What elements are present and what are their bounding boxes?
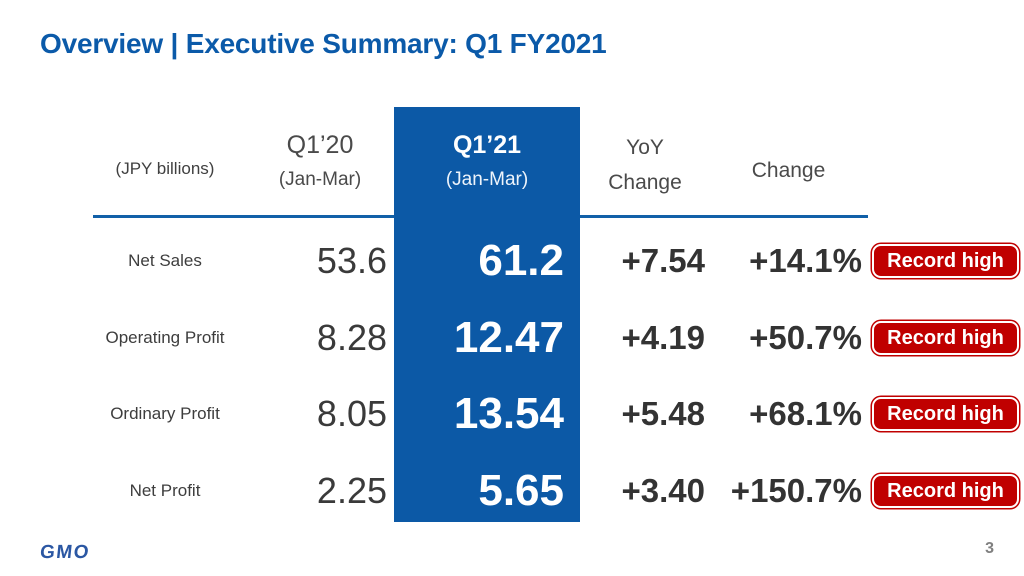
- yoy-header-line1: YoY: [626, 136, 664, 159]
- column-header-prior-quarter: Q1’20 (Jan-Mar): [240, 131, 400, 191]
- table-row: Net Profit 2.25 5.65 +3.40 +150.7% Recor…: [0, 452, 1024, 529]
- pct-change-value: +68.1%: [749, 394, 862, 432]
- yoy-change-value: +7.54: [621, 241, 706, 279]
- page-number: 3: [985, 540, 994, 557]
- row-label: Net Sales: [128, 250, 202, 270]
- page-title: Overview | Executive Summary: Q1 FY2021: [40, 28, 607, 59]
- record-high-badge: Record high: [872, 320, 1019, 355]
- yoy-change-value: +3.40: [621, 471, 706, 509]
- prior-quarter-subtitle: (Jan-Mar): [278, 169, 362, 190]
- prior-value: 2.25: [316, 469, 387, 511]
- table-row: Net Sales 53.6 61.2 +7.54 +14.1% Record …: [0, 222, 1024, 299]
- row-label: Ordinary Profit: [110, 403, 220, 423]
- column-header-current-quarter: Q1’21 (Jan-Mar): [394, 131, 580, 191]
- pct-change-value: +14.1%: [749, 241, 862, 279]
- prior-value: 8.28: [316, 316, 387, 358]
- record-high-badge-wrap: Record high: [872, 375, 1019, 452]
- prior-value: 53.6: [316, 239, 387, 281]
- record-high-badge: Record high: [872, 396, 1019, 431]
- row-label: Net Profit: [129, 480, 201, 500]
- record-high-badge-wrap: Record high: [872, 299, 1019, 376]
- record-high-badge-wrap: Record high: [872, 452, 1019, 529]
- current-quarter-subtitle: (Jan-Mar): [445, 169, 529, 190]
- unit-label: (JPY billions): [115, 159, 215, 178]
- record-high-badge: Record high: [872, 243, 1019, 278]
- current-quarter-highlight-column: [394, 107, 580, 522]
- table-row: Ordinary Profit 8.05 13.54 +5.48 +68.1% …: [0, 375, 1024, 452]
- prior-quarter-title: Q1’20: [286, 131, 354, 159]
- row-label: Operating Profit: [105, 327, 225, 347]
- yoy-header-line2: Change: [608, 171, 682, 194]
- current-value: 13.54: [453, 388, 564, 438]
- column-header-yoy-change: YoY Change: [585, 136, 705, 195]
- column-header-pct-change: Change: [751, 159, 826, 182]
- yoy-change-value: +4.19: [621, 318, 706, 356]
- current-value: 12.47: [453, 312, 564, 362]
- gmo-logo: GMO: [38, 542, 92, 563]
- pct-change-value: +50.7%: [749, 318, 862, 356]
- table-row: Operating Profit 8.28 12.47 +4.19 +50.7%…: [0, 299, 1024, 376]
- pct-change-value: +150.7%: [730, 471, 862, 509]
- record-high-badge: Record high: [872, 473, 1019, 508]
- prior-value: 8.05: [316, 392, 387, 434]
- current-quarter-title: Q1’21: [452, 131, 522, 159]
- current-value: 61.2: [478, 235, 564, 285]
- yoy-change-value: +5.48: [621, 394, 706, 432]
- current-value: 5.65: [478, 465, 564, 515]
- record-high-badge-wrap: Record high: [872, 222, 1019, 299]
